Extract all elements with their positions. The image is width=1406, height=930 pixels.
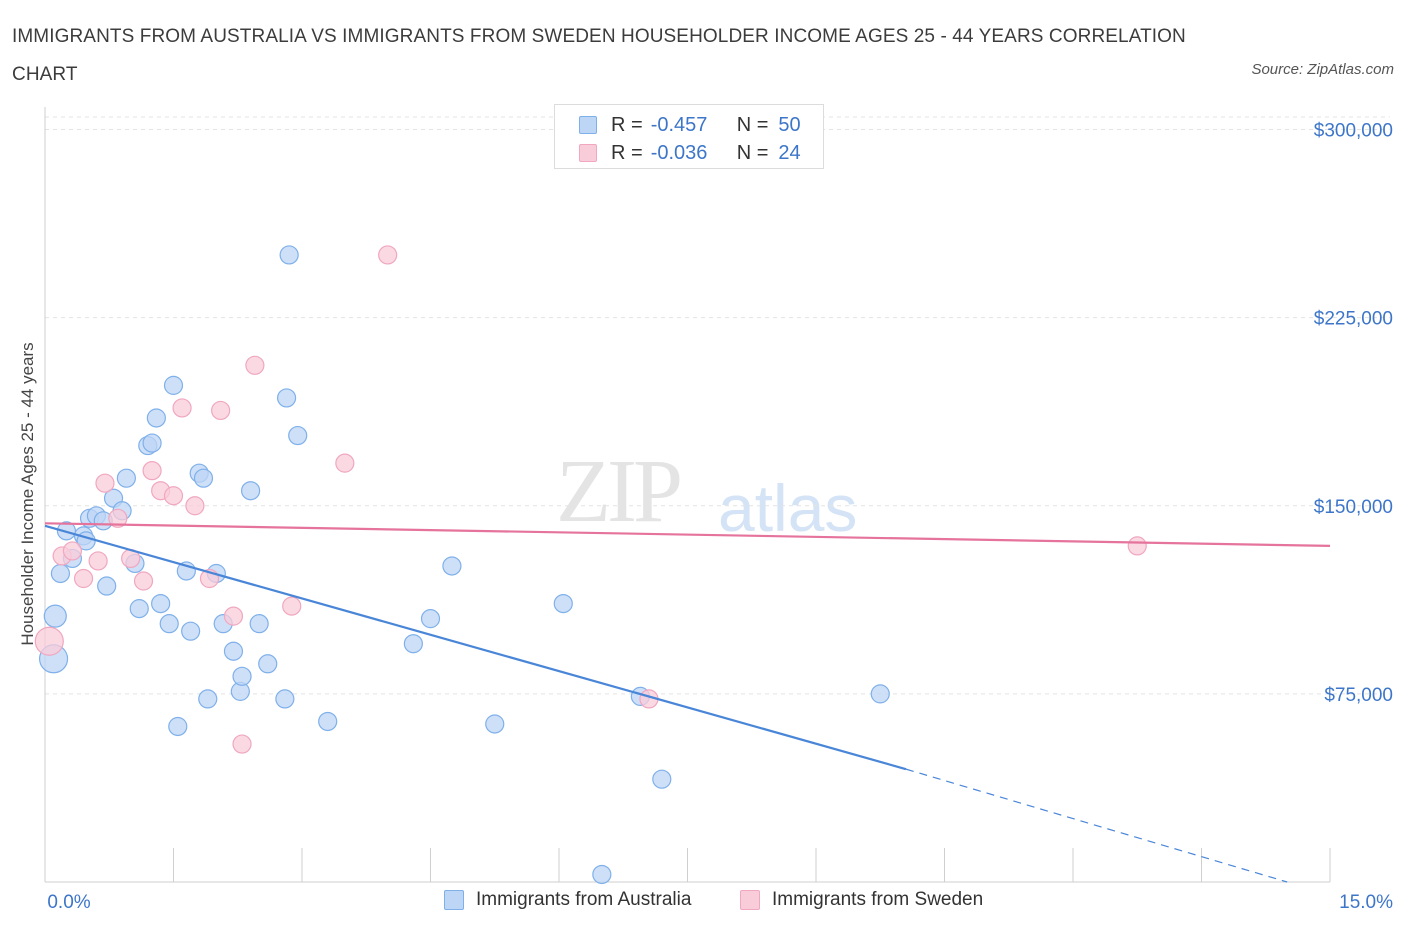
y-tick-label: $75,000 [1324,685,1393,706]
legend-n-label: N = [736,113,769,136]
legend-r-value: -0.457 [650,113,708,136]
data-point-australia [50,563,71,584]
data-point-australia [193,468,214,488]
data-point-australia [318,711,338,732]
legend-swatch-sweden [579,144,597,162]
data-point-australia [116,468,136,488]
data-point-australia [276,388,297,408]
series-legend: Immigrants from Australia Immigrants fro… [0,889,1406,915]
data-point-australia [198,689,218,709]
data-point-sweden [211,400,231,421]
data-point-australia [485,714,505,734]
data-point-australia [43,604,67,628]
source-label: Source: ZipAtlas.com [1251,61,1394,78]
data-point-australia [249,614,269,634]
data-point-australia [553,593,573,614]
data-point-sweden [282,596,302,616]
data-point-australia [151,593,171,614]
trend-line-extension-australia [905,768,1288,883]
legend-r-label: R = [611,113,643,136]
data-point-sweden [108,508,128,528]
trend-line-australia [44,524,907,771]
data-point-australia [870,684,890,704]
data-point-sweden [232,734,252,754]
y-tick-label: $300,000 [1314,121,1393,142]
data-point-australia [592,864,612,885]
data-point-australia [275,689,295,709]
data-point-sweden [133,571,154,591]
data-point-australia [420,609,441,629]
y-tick-label: $225,000 [1314,309,1393,330]
data-point-sweden [378,245,398,265]
data-point-sweden [245,355,265,375]
data-point-sweden [142,461,162,481]
data-point-australia [163,375,184,395]
legend-r-label: R = [611,141,643,164]
data-point-australia [442,556,462,576]
legend-n-value: 50 [778,113,801,136]
data-point-australia [168,716,188,737]
y-axis-label: Householder Income Ages 25 - 44 years [18,342,37,646]
data-point-australia [129,599,149,619]
legend-row-sweden: R = -0.036 N = 24 [579,139,801,167]
legend-n-label: N = [736,141,769,164]
data-point-australia [232,666,252,686]
chart-title: IMMIGRANTS FROM AUSTRALIA VS IMMIGRANTS … [12,26,1186,85]
x-tick-label: 15.0% [1339,892,1393,913]
data-point-australia [159,614,179,634]
data-point-australia [241,481,261,501]
watermark-zip: ZIP [556,442,683,541]
correlation-legend: R = -0.457 N = 50 R = -0.036 N = 24 [554,104,824,169]
data-point-sweden [185,496,205,516]
legend-n-value: 24 [778,141,801,164]
trend-line-sweden [44,522,1331,548]
data-point-australia [146,408,166,428]
series-label-australia: Immigrants from Australia [476,889,692,910]
data-point-australia [223,641,244,661]
data-point-australia [279,245,299,265]
data-point-australia [142,433,162,453]
data-point-australia [258,654,278,674]
data-point-australia [652,769,672,789]
data-point-sweden [73,568,94,589]
data-point-sweden [34,626,64,656]
series-label-sweden: Immigrants from Sweden [772,889,984,910]
legend-row-australia: R = -0.457 N = 50 [579,111,801,139]
series-swatch-sweden [740,890,760,910]
series-legend-sweden[interactable]: Immigrants from Sweden [740,889,983,911]
data-point-australia [288,425,308,446]
data-point-sweden [163,486,184,506]
data-point-australia [181,621,201,641]
data-point-australia [97,576,117,596]
data-point-australia [403,634,423,654]
data-point-sweden [88,551,108,571]
series-swatch-australia [444,890,464,910]
data-point-sweden [223,606,244,626]
data-point-sweden [1127,536,1147,556]
x-tick-label: 0.0% [47,892,90,913]
data-point-sweden [335,453,355,473]
series-legend-australia[interactable]: Immigrants from Australia [444,889,691,911]
legend-r-value: -0.036 [650,141,708,164]
legend-swatch-australia [579,116,597,134]
data-point-sweden [62,541,83,561]
data-point-sweden [172,398,192,418]
y-tick-label: $150,000 [1314,497,1393,518]
data-point-sweden [95,473,115,493]
watermark-atlas: atlas [718,471,858,545]
